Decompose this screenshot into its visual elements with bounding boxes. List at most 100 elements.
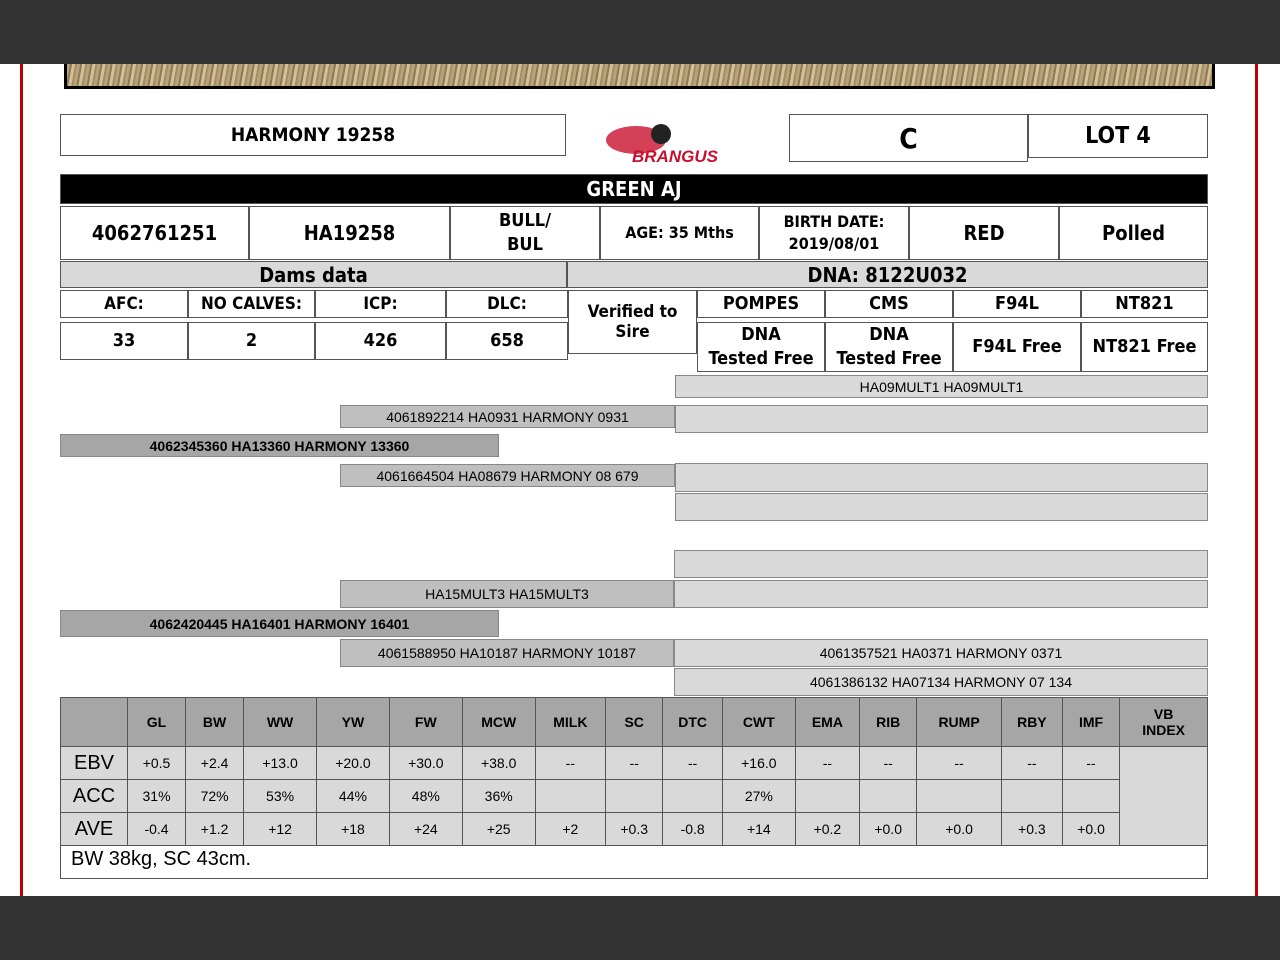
ebv-value: +0.0 xyxy=(859,812,918,846)
ebv-value xyxy=(534,779,607,813)
ebv-header: BW xyxy=(185,697,245,747)
ebv-value: -- xyxy=(662,746,723,780)
ebv-value: +14 xyxy=(721,812,796,846)
ebv-header: IMF xyxy=(1061,697,1121,747)
vb-index-value xyxy=(1119,746,1208,846)
ebv-header: VB INDEX xyxy=(1119,697,1208,747)
ebv-value xyxy=(662,779,723,813)
ebv-value: +24 xyxy=(388,812,463,846)
ebv-value: +25 xyxy=(461,812,536,846)
dna-test-header: NT821 xyxy=(1081,290,1208,318)
ebv-value: 36% xyxy=(461,779,536,813)
ebv-header: CWT xyxy=(721,697,796,747)
animal-name: HARMONY 19258 xyxy=(60,114,566,156)
dna-test-result: DNA Tested Free xyxy=(697,322,825,372)
dna-test-result: NT821 Free xyxy=(1081,322,1208,372)
ebv-header: RIB xyxy=(859,697,918,747)
dna-test-header: F94L xyxy=(953,290,1081,318)
pedigree-sire-dam: 4061664504 HA08679 HARMONY 08 679 xyxy=(340,464,675,487)
ebv-header: SC xyxy=(605,697,664,747)
ebv-header: EMA xyxy=(794,697,861,747)
ebv-header xyxy=(60,697,128,747)
ebv-value: -- xyxy=(1000,746,1063,780)
pedigree-empty xyxy=(675,405,1208,433)
verified-to-sire: Verified to Sire xyxy=(568,290,697,354)
dams-value: 658 xyxy=(446,322,568,360)
dna-test-header: POMPES xyxy=(697,290,825,318)
ebv-header: FW xyxy=(388,697,463,747)
top-bar xyxy=(0,0,1280,64)
svg-text:BRANGUS: BRANGUS xyxy=(632,147,719,166)
pedigree-dam-dam-sire: 4061357521 HA0371 HARMONY 0371 xyxy=(674,639,1208,667)
ebv-value: -- xyxy=(859,746,918,780)
ebv-value: +12 xyxy=(243,812,317,846)
bottom-bar xyxy=(0,896,1280,960)
ebv-value: +0.0 xyxy=(1061,812,1121,846)
ebv-value: +0.0 xyxy=(916,812,1002,846)
ebv-value: 72% xyxy=(185,779,245,813)
ebv-value: +0.3 xyxy=(605,812,664,846)
notes: BW 38kg, SC 43cm. xyxy=(60,845,1208,879)
ebv-value: -- xyxy=(605,746,664,780)
grade-box: C xyxy=(789,114,1028,162)
ebv-header: DTC xyxy=(662,697,723,747)
ebv-value: 31% xyxy=(126,779,187,813)
pedigree-empty xyxy=(675,493,1208,521)
dams-value: 33 xyxy=(60,322,188,360)
ebv-row-label: AVE xyxy=(60,812,128,846)
ebv-value: +0.2 xyxy=(794,812,861,846)
lot-number: LOT 4 xyxy=(1028,114,1208,158)
ebv-value: +0.5 xyxy=(126,746,187,780)
ebv-value: 44% xyxy=(316,779,390,813)
ebv-value: +16.0 xyxy=(721,746,796,780)
info-cell: AGE: 35 Mths xyxy=(600,206,759,260)
ebv-value: 48% xyxy=(388,779,463,813)
pedigree-empty xyxy=(674,550,1208,578)
ebv-header: RBY xyxy=(1000,697,1063,747)
dna-test-header: CMS xyxy=(825,290,953,318)
ebv-header: RUMP xyxy=(916,697,1002,747)
brangus-logo: BRANGUS xyxy=(566,114,789,172)
ebv-header: WW xyxy=(243,697,317,747)
ebv-value: +38.0 xyxy=(461,746,536,780)
ebv-value xyxy=(1000,779,1063,813)
info-cell: BULL/ BUL xyxy=(450,206,600,260)
ebv-header: MILK xyxy=(534,697,607,747)
ebv-value: +1.2 xyxy=(185,812,245,846)
ebv-value: -0.8 xyxy=(662,812,723,846)
pedigree-sire-sire: 4061892214 HA0931 HARMONY 0931 xyxy=(340,405,675,428)
ebv-row-label: EBV xyxy=(60,746,128,780)
pedigree-dam: 4062420445 HA16401 HARMONY 16401 xyxy=(60,610,499,637)
ebv-value: -0.4 xyxy=(126,812,187,846)
ebv-header: YW xyxy=(316,697,390,747)
ebv-value: +13.0 xyxy=(243,746,317,780)
ebv-header: MCW xyxy=(461,697,536,747)
pedigree-dam-dam: 4061588950 HA10187 HARMONY 10187 xyxy=(340,639,674,667)
ebv-value: -- xyxy=(1061,746,1121,780)
pedigree-empty xyxy=(675,463,1208,492)
dams-header: DLC: xyxy=(446,290,568,318)
ebv-value: +18 xyxy=(316,812,390,846)
dna-test-result: DNA Tested Free xyxy=(825,322,953,372)
ebv-value xyxy=(794,779,861,813)
pedigree-empty xyxy=(674,580,1208,608)
ebv-value: 53% xyxy=(243,779,317,813)
pedigree-dam-dam-dam: 4061386132 HA07134 HARMONY 07 134 xyxy=(674,668,1208,696)
dams-header: AFC: xyxy=(60,290,188,318)
ebv-value: -- xyxy=(916,746,1002,780)
ebv-value: +30.0 xyxy=(388,746,463,780)
ebv-value xyxy=(605,779,664,813)
dams-header: ICP: xyxy=(315,290,446,318)
page-border-right xyxy=(1255,64,1258,896)
ebv-table: GL BW WW YW FW MCW MILK SC DTC CWT EMA RIB RUMP RBY IM… xyxy=(60,697,1208,846)
dams-header: NO CALVES: xyxy=(188,290,315,318)
ebv-value: -- xyxy=(794,746,861,780)
ebv-value: +0.3 xyxy=(1000,812,1063,846)
info-cell: RED xyxy=(909,206,1059,260)
ebv-value: +2.4 xyxy=(185,746,245,780)
animal-photo xyxy=(64,64,1215,89)
info-cell: 4062761251 xyxy=(60,206,249,260)
ebv-value: +20.0 xyxy=(316,746,390,780)
info-cell: HA19258 xyxy=(249,206,450,260)
ebv-value: -- xyxy=(534,746,607,780)
